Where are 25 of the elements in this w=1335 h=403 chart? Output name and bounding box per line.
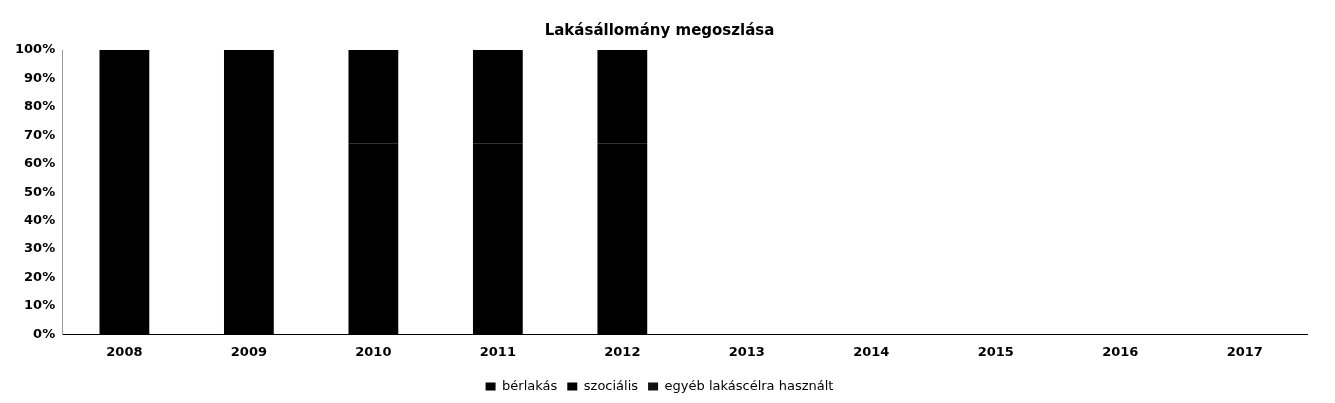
x-tick-label: 2017	[1226, 343, 1263, 359]
x-tick-label: 2013	[728, 343, 765, 359]
y-tick-label: 100%	[14, 41, 56, 57]
x-tick-label: 2009	[230, 343, 267, 359]
y-tick-label: 70%	[24, 126, 56, 142]
legend-label: egyéb lakáscélra használt	[664, 377, 834, 393]
y-tick-label: 0%	[33, 325, 56, 341]
y-tick-label: 60%	[24, 155, 56, 171]
legend-label: bérlakás	[502, 377, 558, 393]
y-tick-label: 20%	[24, 268, 56, 284]
y-tick-label: 30%	[24, 240, 56, 256]
y-tick-label: 80%	[24, 98, 56, 114]
x-tick-label: 2008	[106, 343, 143, 359]
x-tick-label: 2016	[1102, 343, 1139, 359]
x-tick-label: 2014	[853, 343, 890, 359]
x-tick-label: 2010	[355, 343, 392, 359]
y-tick-label: 50%	[24, 183, 56, 199]
legend-label: szociális	[583, 377, 639, 393]
y-tick-label: 40%	[24, 212, 56, 228]
y-tick-label: 10%	[24, 297, 56, 313]
x-tick-label: 2012	[604, 343, 641, 359]
y-tick-label: 90%	[24, 69, 56, 85]
chart-title: Lakásállomány megoszlása	[544, 20, 775, 39]
x-tick-label: 2015	[977, 343, 1014, 359]
x-tick-label: 2011	[479, 343, 516, 359]
